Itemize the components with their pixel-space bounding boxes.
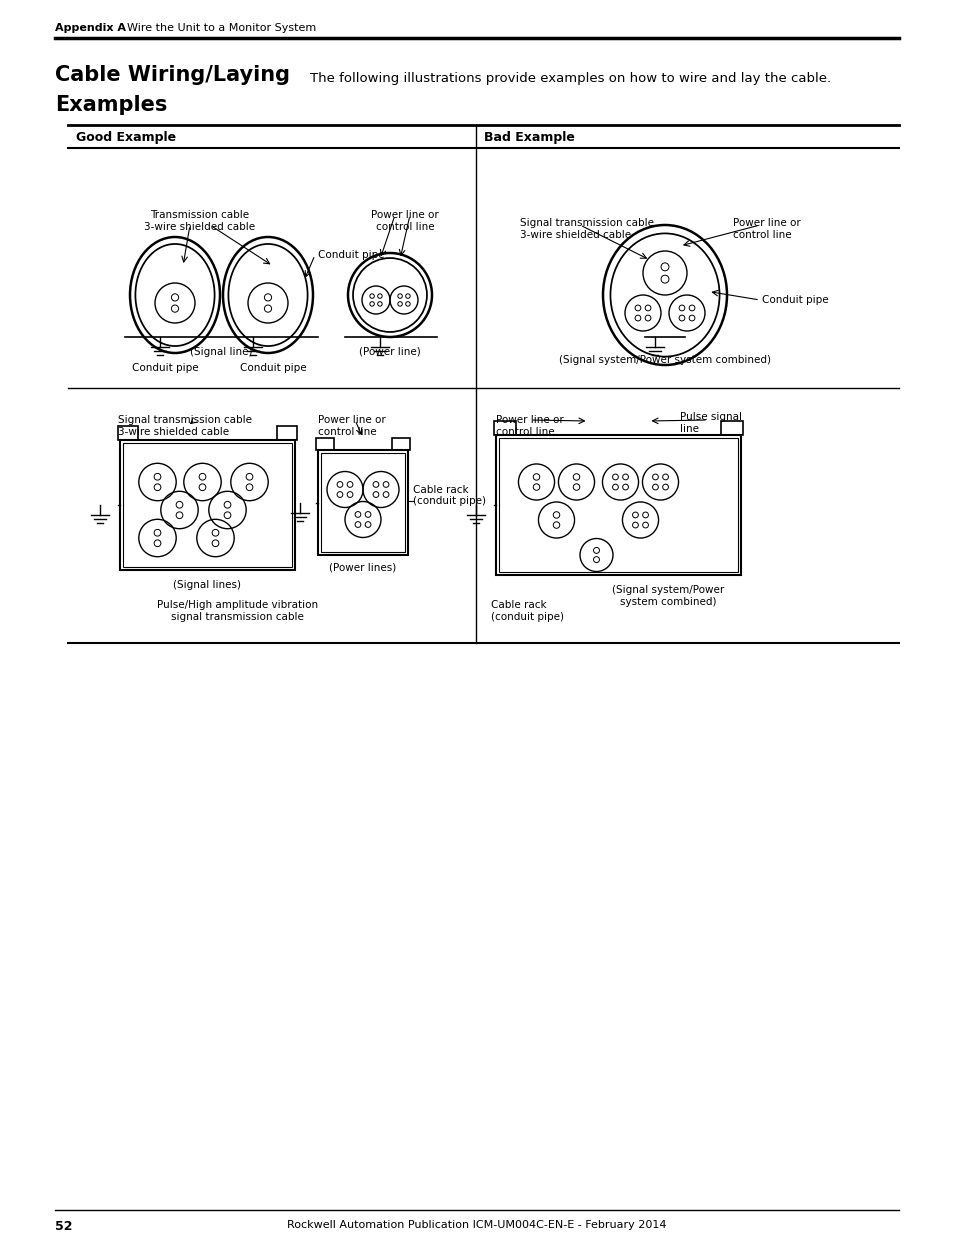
Bar (120, 440, 294, 571)
Text: Signal transmission cable
3-wire shielded cable: Signal transmission cable 3-wire shielde… (118, 415, 252, 437)
Text: The following illustrations provide examples on how to wire and lay the cable.: The following illustrations provide exam… (310, 72, 830, 85)
Text: Power line or
control line: Power line or control line (732, 219, 800, 240)
Bar (494, 421, 516, 435)
Text: (Signal lines): (Signal lines) (173, 580, 241, 590)
Text: Power line or
control line: Power line or control line (371, 210, 438, 232)
Text: Conduit pipe: Conduit pipe (239, 363, 306, 373)
Bar (392, 438, 410, 450)
Text: Signal transmission cable
3-wire shielded cable: Signal transmission cable 3-wire shielde… (519, 219, 654, 240)
Text: Rockwell Automation Publication ICM-UM004C-EN-E - February 2014: Rockwell Automation Publication ICM-UM00… (287, 1220, 666, 1230)
Text: 52: 52 (55, 1220, 72, 1233)
Text: Transmission cable
3-wire shielded cable: Transmission cable 3-wire shielded cable (144, 210, 255, 232)
Text: Power line or
control line: Power line or control line (317, 415, 385, 437)
Bar (317, 450, 408, 555)
Bar (720, 421, 742, 435)
Bar (118, 426, 138, 440)
Text: (Power line): (Power line) (358, 347, 420, 357)
Text: Examples: Examples (55, 95, 167, 115)
Bar (320, 453, 405, 552)
Text: Power line or
control line: Power line or control line (496, 415, 563, 437)
Text: Conduit pipe: Conduit pipe (317, 249, 384, 261)
Text: Cable rack
(conduit pipe): Cable rack (conduit pipe) (491, 600, 563, 621)
Text: Conduit pipe: Conduit pipe (761, 295, 828, 305)
Text: Wire the Unit to a Monitor System: Wire the Unit to a Monitor System (112, 23, 315, 33)
Bar (123, 443, 292, 567)
Bar (498, 438, 738, 572)
Text: (Signal system/Power
system combined): (Signal system/Power system combined) (612, 585, 724, 606)
Text: (Power lines): (Power lines) (329, 562, 396, 572)
Text: (Signal line): (Signal line) (190, 347, 252, 357)
Text: Bad Example: Bad Example (483, 131, 575, 144)
Text: Appendix A: Appendix A (55, 23, 126, 33)
Text: Conduit pipe: Conduit pipe (132, 363, 198, 373)
Bar (315, 438, 334, 450)
Text: (Signal system/Power system combined): (Signal system/Power system combined) (558, 354, 770, 366)
Text: Good Example: Good Example (76, 131, 176, 144)
Text: Pulse/High amplitude vibration
signal transmission cable: Pulse/High amplitude vibration signal tr… (157, 600, 317, 621)
Bar (276, 426, 296, 440)
Text: Cable Wiring/Laying: Cable Wiring/Laying (55, 65, 290, 85)
Text: Cable rack
(conduit pipe): Cable rack (conduit pipe) (413, 484, 485, 506)
Bar (496, 435, 740, 576)
Text: Pulse signal
line: Pulse signal line (679, 412, 741, 433)
